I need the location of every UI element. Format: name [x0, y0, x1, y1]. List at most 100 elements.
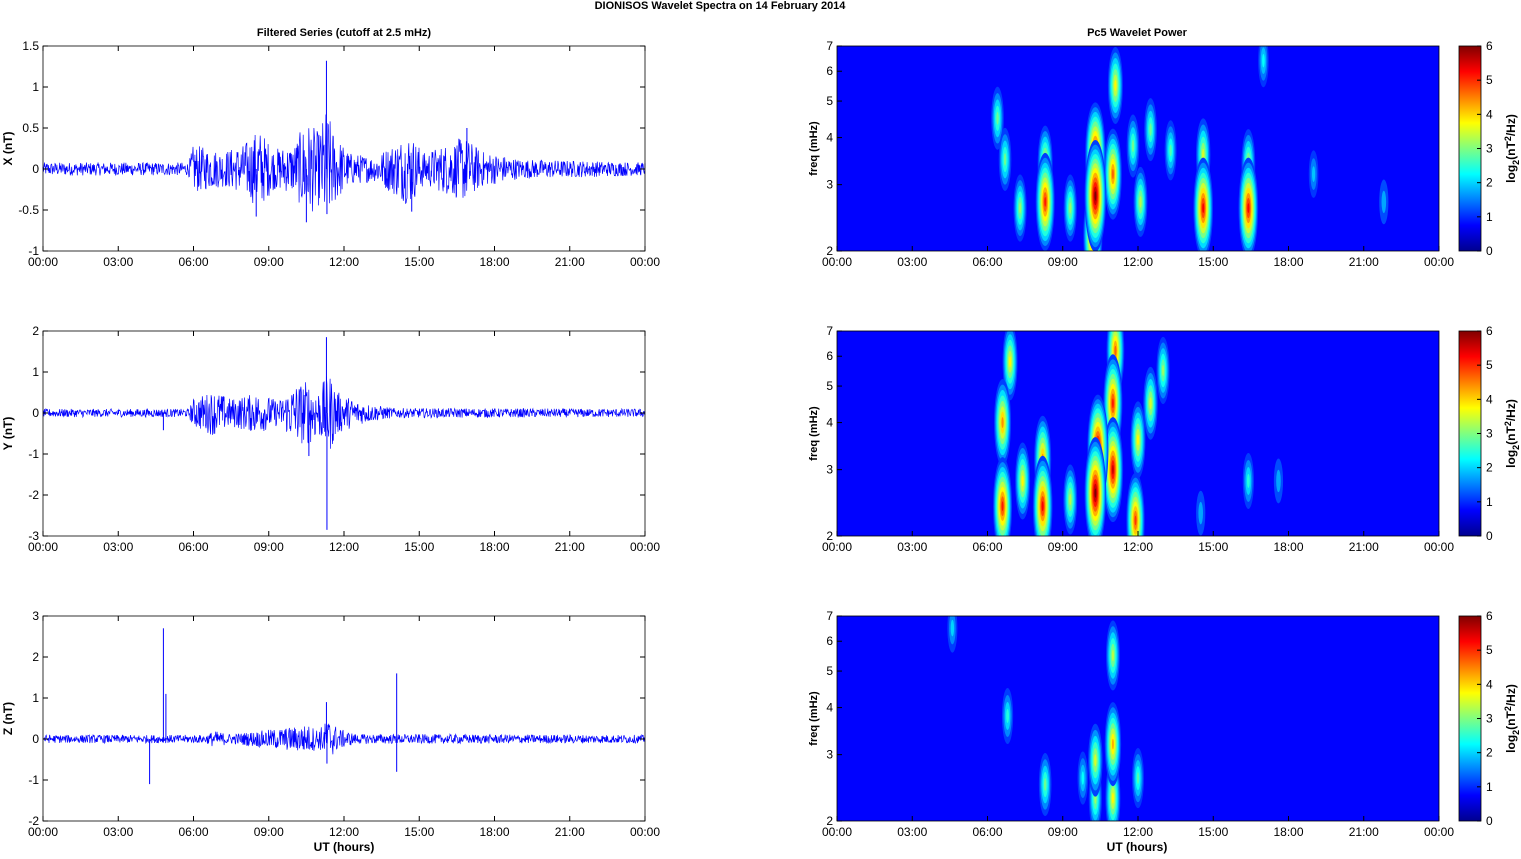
hm-y-power-blob	[1112, 398, 1114, 409]
hm-x-ytick-label: 7	[826, 39, 833, 53]
hm-x-xtick-label: 12:00	[1123, 255, 1153, 269]
hm-x-power-blob	[1311, 166, 1316, 182]
ts-x-xtick-label: 15:00	[404, 255, 434, 269]
ts-x-xtick-label: 00:00	[630, 255, 660, 269]
hm-y-ytick-label: 3	[826, 463, 833, 477]
hm-y-ylabel: freq (mHz)	[808, 406, 820, 461]
hm-x-power-blob	[1139, 196, 1142, 208]
ts-z-ytick-label: 2	[32, 650, 39, 664]
hm-z-power-blob	[950, 619, 955, 637]
hm-z-colorbar-tick-label: 5	[1486, 643, 1493, 657]
hm-x-ytick-label: 6	[826, 64, 833, 78]
hm-y-xtick-label: 03:00	[897, 540, 927, 554]
colorbar-label-part: /Hz)	[1504, 114, 1518, 136]
hm-z-power-blob	[1111, 738, 1114, 750]
hm-z-ytick-label: 3	[826, 748, 833, 762]
hm-y-colorbar-tick-label: 4	[1486, 392, 1493, 406]
hm-x-colorbar-tick-label: 4	[1486, 107, 1493, 121]
hm-x-xtick-label: 09:00	[1048, 255, 1078, 269]
hm-y-power-blob	[1276, 469, 1281, 493]
hm-x-ytick-label: 4	[826, 131, 833, 145]
hm-x-power-blob	[1169, 144, 1172, 157]
hm-z-colorbar-tick-label: 1	[1486, 780, 1493, 794]
colorbar-label-part: log	[1504, 450, 1518, 468]
hm-y-power-blob	[1069, 493, 1072, 506]
ts-y-ytick-label: 0	[32, 406, 39, 420]
hm-x-power-blob	[1149, 123, 1152, 136]
colorbar-label-part: log	[1504, 735, 1518, 753]
ts-z-xtick-label: 00:00	[28, 825, 58, 839]
ts-z-xtick-label: 12:00	[329, 825, 359, 839]
hm-y-ytick-label: 7	[826, 324, 833, 338]
hm-x-power-blob	[1247, 203, 1250, 214]
hm-x-power-blob	[1114, 79, 1117, 91]
hm-y-power-blob	[1112, 464, 1114, 475]
colorbar-label-part: /Hz)	[1504, 684, 1518, 706]
hm-y-power-blob	[1001, 501, 1004, 512]
hm-z-power-blob	[1136, 772, 1140, 785]
hm-x-ytick-label: 5	[826, 94, 833, 108]
colorbar-label-part: log	[1504, 165, 1518, 183]
hm-y-power-blob	[1136, 434, 1140, 446]
colorbar-label-part: 2	[1503, 136, 1513, 141]
hm-z-colorbar-tick-label: 0	[1486, 814, 1493, 828]
ts-x-xtick-label: 03:00	[103, 255, 133, 269]
hm-z-colorbar-tick-label: 3	[1486, 712, 1493, 726]
colorbar-label-part: /Hz)	[1504, 399, 1518, 421]
ts-z-xtick-label: 06:00	[178, 825, 208, 839]
hm-z-power-blob	[1094, 754, 1097, 767]
hm-y-power-blob	[1041, 501, 1044, 512]
hm-y-ytick-label: 6	[826, 349, 833, 363]
hm-z-xtick-label: 21:00	[1349, 825, 1379, 839]
hm-y-ytick-label: 2	[826, 529, 833, 543]
hm-x-colorbar-label: log2(nT2/Hz)	[1503, 114, 1521, 183]
hm-x-colorbar-tick-label: 2	[1486, 176, 1493, 190]
ts-z-ylabel: Z (nT)	[1, 702, 15, 735]
hm-y-power-blob	[1094, 488, 1097, 498]
hm-x-xtick-label: 00:00	[1424, 255, 1454, 269]
ts-y-ytick-label: 2	[32, 324, 39, 338]
hm-z-xtick-label: 06:00	[972, 825, 1002, 839]
colorbar-label-part: (nT	[1504, 426, 1518, 445]
hm-y-colorbar-tick-label: 1	[1486, 495, 1493, 509]
panels: -1 -0.5 0 0.5 1 1.5 00:00 03:00 06:00 09:00 12:00 1…	[1, 39, 1521, 839]
hm-y-power-blob	[1114, 345, 1117, 356]
ts-z-xtick-label: 21:00	[555, 825, 585, 839]
hm-z-xtick-label: 09:00	[1048, 825, 1078, 839]
hm-y-power-blob	[1008, 356, 1012, 368]
hm-x-power-blob	[1202, 203, 1205, 214]
hm-y-xtick-label: 09:00	[1048, 540, 1078, 554]
colorbar-label-part: (nT	[1504, 711, 1518, 730]
ts-z-ytick-label: 3	[32, 609, 39, 623]
ts-x-xtick-label: 06:00	[178, 255, 208, 269]
colorbar-label-part: 2	[1503, 421, 1513, 426]
hm-x-power-blob	[1069, 202, 1072, 214]
hm-y-ytick-label: 4	[826, 416, 833, 430]
hm-y-xtick-label: 00:00	[822, 540, 852, 554]
hm-y-power-blob	[1149, 397, 1152, 410]
hm-x-power-blob	[1131, 139, 1135, 153]
ts-y-xtick-label: 03:00	[103, 540, 133, 554]
hm-y-xtick-label: 15:00	[1198, 540, 1228, 554]
hm-z-power-blob	[1111, 649, 1115, 662]
hm-y-xtick-label: 00:00	[1424, 540, 1454, 554]
hm-x-ylabel: freq (mHz)	[808, 121, 820, 176]
hm-z-xtick-label: 00:00	[1424, 825, 1454, 839]
hm-z-ytick-label: 5	[826, 664, 833, 678]
ts-z-xtick-label: 00:00	[630, 825, 660, 839]
hm-x-xtick-label: 03:00	[897, 255, 927, 269]
hm-y-image	[837, 331, 1439, 536]
ts-x-plot-area	[43, 46, 645, 251]
hm-y-power-blob	[1134, 515, 1137, 526]
hm-x-xtick-label: 00:00	[822, 255, 852, 269]
ts-z-ytick-label: -2	[28, 814, 39, 828]
ts-z-xtick-label: 03:00	[103, 825, 133, 839]
hm-z-ytick-label: 6	[826, 634, 833, 648]
hm-x-colorbar-tick-label: 3	[1486, 142, 1493, 156]
hm-y-colorbar-label: log2(nT2/Hz)	[1503, 399, 1521, 468]
hm-x-ytick-label: 2	[826, 244, 833, 258]
colorbar-label-part: 2	[1511, 730, 1521, 735]
ts-x-ytick-label: -0.5	[18, 203, 39, 217]
hm-z-image	[837, 616, 1439, 821]
